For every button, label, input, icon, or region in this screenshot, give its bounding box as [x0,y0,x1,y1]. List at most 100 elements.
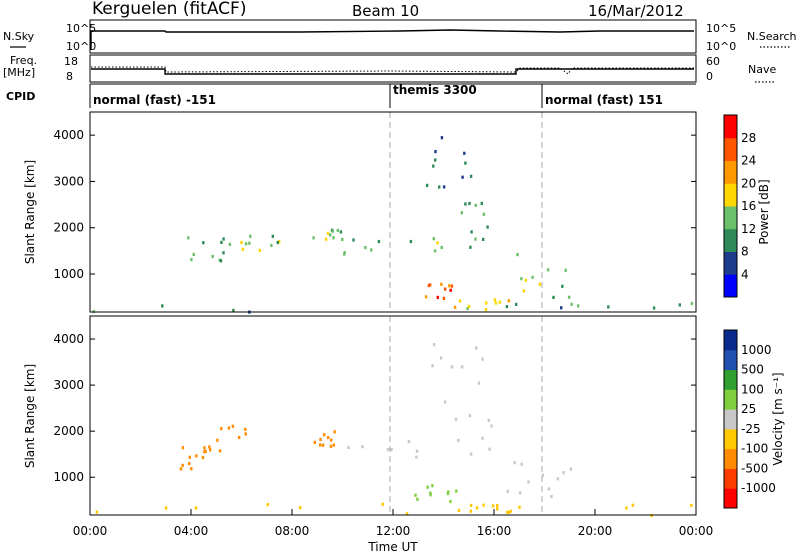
scatter-cell [527,480,530,484]
scatter-cell [436,241,439,245]
scatter-cell [678,303,681,307]
freq-label-1: Freq. [10,54,37,67]
power-colorbar: 4 8 12 16 20 24 28 Power [dB] [723,114,771,298]
scatter-cell [464,161,467,165]
scatter-cell [195,454,198,458]
nave-label: Nave [748,63,776,76]
scatter-cell [424,295,428,299]
scatter-cell [477,381,481,385]
scatter-cell [341,237,344,242]
scatter-cell [222,251,225,255]
scatter-cell [329,444,333,448]
scatter-cell [181,463,184,467]
scatter-cell [522,289,525,293]
y-tick-label: 3000 [53,378,84,392]
colorbar-tick-label: -25 [741,422,761,436]
scatter-cell [547,487,550,491]
x-tick-label: 16:00 [477,524,512,538]
date-label: 16/Mar/2012 [588,2,684,20]
colorbar-tick-label: 500 [741,363,764,377]
station-title: Kerguelen (fitACF) [92,0,246,19]
scatter-cell [438,185,441,189]
scatter-cell [469,174,473,178]
scatter-cell [490,424,493,428]
scatter-cell [339,230,343,234]
scatter-cell [336,228,339,233]
velocity-x-axis: 00:00 04:00 08:00 12:00 16:00 20:00 00:00 [73,509,714,538]
colorbar-tick-label: -1000 [741,481,776,495]
colorbar-bin [724,389,737,410]
scatter-cell [95,510,99,514]
scatter-cell [209,448,212,452]
freq-tick-bottom: 8 [66,70,73,83]
scatter-cell [405,512,409,516]
scatter-cell [332,236,335,240]
scatter-cell [194,506,198,510]
velocity-colorbar-ticks: 1000 500 100 25 -25 -100 -500 -1000 [741,343,776,495]
scatter-cell [216,438,219,442]
scatter-cell [227,426,231,430]
scatter-cell [332,443,335,447]
scatter-cell [550,494,553,499]
colorbar-bin [724,330,737,351]
scatter-cell [218,258,221,262]
scatter-cell [690,301,694,306]
colorbar-bin [724,409,737,430]
velocity-colorbar-frame [723,329,738,509]
scatter-cell [505,305,509,309]
scatter-cell [192,252,195,256]
scatter-cell [690,503,693,507]
scatter-cell [436,295,439,299]
colorbar-bin [724,137,737,161]
scatter-cell [190,258,193,262]
colorbar-tick-label: -500 [741,461,768,475]
scatter-cell [313,440,316,444]
scatter-cell [494,301,498,305]
scatter-cell [449,288,452,292]
x-tick-label: 00:00 [679,524,714,538]
scatter-cell [249,234,252,238]
colorbar-bin [724,369,737,390]
freq-panel [89,54,697,83]
colorbar-bin [724,115,737,139]
scatter-cell [561,284,564,288]
scatter-cell [457,508,461,512]
scatter-cell [448,284,451,288]
scatter-cell [458,299,462,303]
colorbar-tick-label: 4 [741,267,749,281]
scatter-cell [482,212,486,216]
scatter-cell [444,287,447,291]
scatter-cell [538,282,542,286]
scatter-cell [237,435,241,440]
scatter-cell [460,365,464,369]
scatter-cell [469,452,473,456]
scatter-cell [470,230,473,234]
scatter-cell [429,491,432,495]
colorbar-bin [724,274,737,298]
scatter-cell [179,467,183,471]
scatter-cell [496,504,499,508]
colorbar-bin [724,468,737,489]
freq-label-2: [MHz] [3,66,35,79]
scatter-cell [442,185,446,189]
power-y-axis: 1000 2000 3000 4000 [53,128,696,281]
scatter-cell [312,236,315,240]
scatter-cell [203,446,206,450]
nsky-tick-bottom: 10^0 [66,40,96,53]
scatter-cell [428,283,432,287]
scatter-cell [431,364,434,368]
scatter-cell [481,436,484,440]
scatter-cell [271,234,274,238]
scatter-cell [266,503,269,507]
scatter-cell [258,248,261,252]
scatter-cell [442,296,446,300]
scatter-cell [222,237,225,241]
scatter-cell [416,497,419,501]
scatter-cell [326,231,330,235]
scatter-cell [457,438,460,442]
scatter-cell [432,343,436,347]
colorbar-bin [724,206,737,230]
velocity-ylabel: Slant Range [km] [23,364,37,468]
scatter-cell [321,443,325,447]
